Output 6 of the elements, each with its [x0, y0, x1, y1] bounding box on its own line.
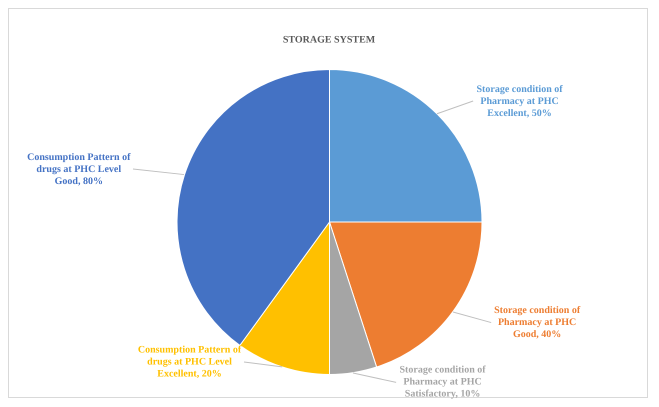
slice-label: Storage condition of Pharmacy at PHC Good, 40% [494, 304, 581, 340]
slice-label: Consumption Pattern of drugs at PHC Level Excellent, 20% [138, 344, 242, 380]
slice-label: Storage condition of Pharmacy at PHC Satisfactory, 10% [399, 364, 486, 400]
chart-title: STORAGE SYSTEM [282, 34, 376, 46]
slice-label: Storage condition of Pharmacy at PHC Excellent, 50% [476, 84, 564, 120]
slice-label: Consumption Pattern of drugs at PHC Level Good, 80% [27, 152, 132, 187]
